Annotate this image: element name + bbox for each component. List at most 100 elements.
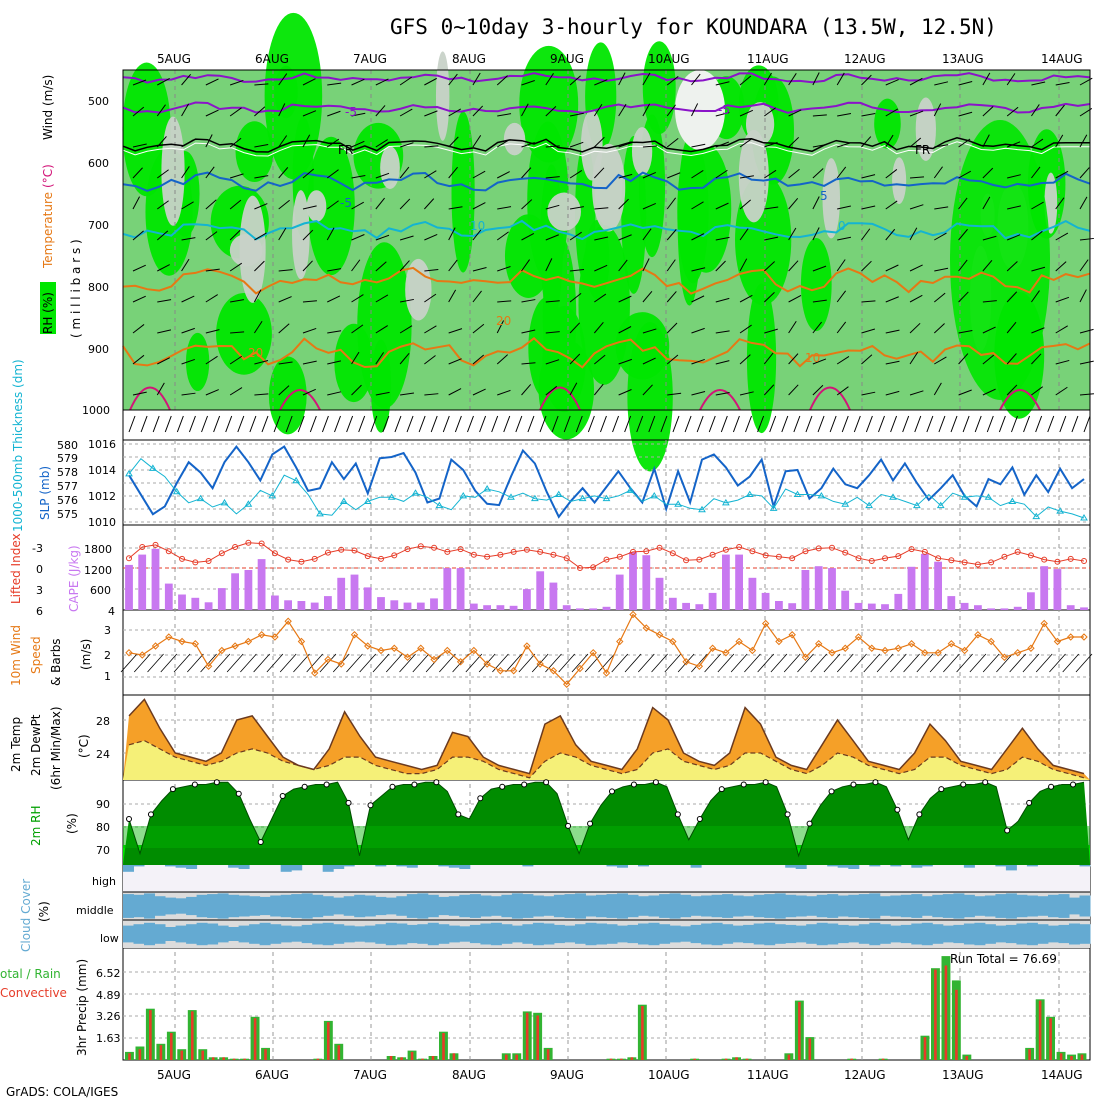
- wind-barb: [351, 112, 366, 117]
- cape-bar: [974, 605, 982, 610]
- ytick-900: 900: [88, 343, 109, 356]
- rh-point: [235, 790, 242, 797]
- lifted-index-point: [722, 546, 729, 553]
- wind-barb: [326, 138, 340, 148]
- precip-convective-bar: [327, 1022, 330, 1060]
- rh-blob: [451, 111, 475, 273]
- thickness-point: [984, 493, 993, 500]
- wind10-barb: [1009, 653, 1026, 673]
- thickness-point: [268, 491, 277, 499]
- wind-barb: [545, 258, 553, 272]
- wind-barb: [181, 139, 194, 148]
- wind-barb: [739, 75, 752, 86]
- lifted-index-point: [338, 546, 345, 553]
- cloud-low-bar: [228, 927, 240, 941]
- precip-convective-bar: [735, 1057, 738, 1060]
- wind10-barb: [797, 653, 814, 673]
- wind-barb: [157, 264, 170, 272]
- wind-barb: [375, 197, 385, 210]
- cape-bar: [456, 568, 465, 610]
- wind-barb: [812, 227, 820, 241]
- wind10-speed-point: [947, 640, 956, 648]
- wind-barb: [472, 202, 486, 210]
- wind-barb: [691, 103, 699, 117]
- rh-point: [960, 781, 967, 788]
- cloud-mid-bar: [995, 894, 1007, 918]
- cloud-low-bar: [469, 924, 481, 944]
- wind-barb: [472, 388, 486, 396]
- wind-barb: [399, 142, 414, 148]
- cape-bar: [337, 577, 346, 610]
- cloud-mid-bar: [459, 894, 471, 918]
- wind10-speed-point: [257, 631, 266, 639]
- precip-convective-bar: [630, 1057, 634, 1060]
- temp-tick: 24: [96, 748, 110, 761]
- wind-barb: [1006, 261, 1018, 272]
- surface-barb: [624, 415, 632, 433]
- cloud-low-bar: [217, 925, 229, 943]
- precip-convective-bar: [724, 1058, 728, 1060]
- cape-bar: [483, 605, 491, 610]
- slp-tick: 1014: [88, 464, 116, 477]
- rh-blob: [578, 225, 630, 385]
- cloud-low-bar: [1058, 924, 1070, 944]
- cloud-low-bar: [123, 925, 134, 943]
- cloud-mid-bar: [963, 894, 975, 918]
- cloud-low-bar: [427, 922, 439, 946]
- cloud-mid-bar: [837, 895, 849, 917]
- wind-barb: [861, 260, 872, 272]
- wind10-barb: [558, 653, 576, 673]
- wind10-speed-point: [682, 658, 690, 666]
- wind-barb: [399, 166, 410, 179]
- wind10-barb: [823, 653, 841, 673]
- wind-barb: [375, 325, 388, 334]
- thickness-point: [316, 509, 324, 517]
- cloud-low-bar: [322, 922, 334, 946]
- dewpoint-area: [123, 740, 1090, 780]
- rh-blob-dry: [547, 192, 581, 231]
- wind-barb: [788, 384, 799, 396]
- cloud-low-bar: [385, 922, 397, 946]
- lifted-index-point: [590, 564, 597, 571]
- ylabel-ms: (m/s): [79, 639, 93, 670]
- cloud-low-bar: [785, 924, 797, 944]
- precip-convective-bar: [316, 1058, 320, 1060]
- wind-barb: [424, 198, 435, 210]
- wind-barb: [715, 297, 730, 303]
- wind-barb: [861, 205, 876, 210]
- wind-barb: [351, 294, 364, 303]
- wind-barb: [521, 142, 535, 148]
- wind-barb: [448, 388, 462, 396]
- wind-barb: [909, 204, 924, 210]
- cloud-low-bar: [154, 924, 166, 944]
- wind-barb: [424, 355, 436, 365]
- wind-barb: [302, 134, 311, 148]
- surface-barb: [406, 415, 414, 433]
- cloud-low-bar: [606, 924, 618, 944]
- surface-barb: [672, 415, 680, 433]
- cloud-mid-bar: [553, 894, 565, 918]
- wind-barb: [691, 391, 706, 396]
- cloud-high-bar: [280, 865, 292, 872]
- cloud-low-bar: [680, 926, 692, 942]
- wind-barb: [400, 298, 414, 303]
- wind-barb: [982, 134, 990, 148]
- cloud-mid-bar: [743, 896, 755, 916]
- surface-barb: [297, 415, 305, 433]
- cape-bar: [761, 592, 770, 610]
- cloud-low-bar: [501, 924, 513, 944]
- cloud-low-bar: [827, 923, 839, 945]
- cloud-mid-bar: [228, 894, 240, 918]
- wind-barb: [958, 81, 973, 86]
- wind-barb: [375, 261, 387, 272]
- wind-barb: [448, 206, 463, 210]
- wind10-barb: [890, 653, 907, 673]
- lifted-index-point: [988, 559, 995, 566]
- wind10-speed-point: [165, 633, 173, 641]
- cape-bar: [708, 592, 717, 610]
- wind-barb: [569, 112, 584, 117]
- wind-barb: [181, 201, 194, 210]
- wind-barb: [618, 358, 633, 365]
- wind-barb: [569, 141, 584, 148]
- lifted-index-point: [868, 558, 875, 564]
